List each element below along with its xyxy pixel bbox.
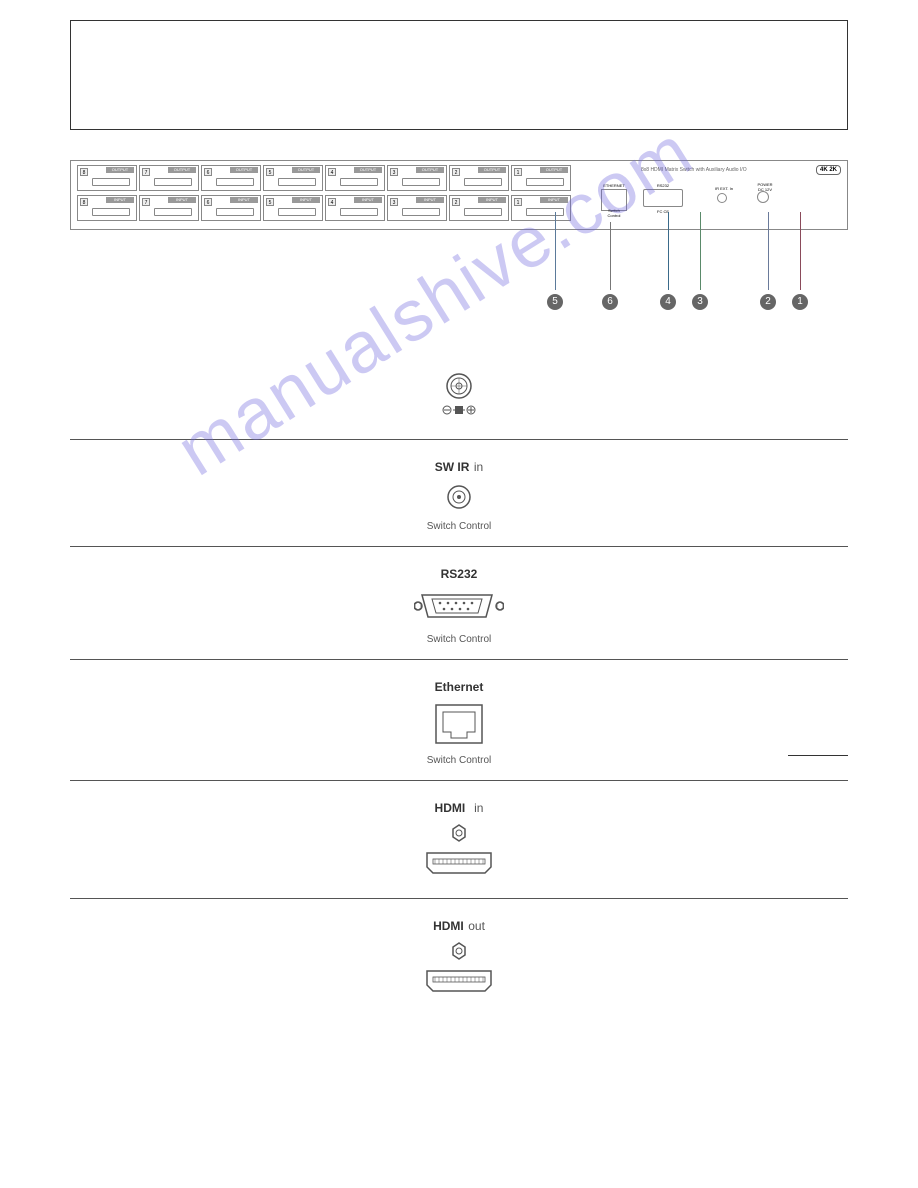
rear-panel-diagram: 8OUTPUT 7OUTPUT 6OUTPUT 5OUTPUT 4OUTPUT … (70, 160, 848, 300)
section-hdmi-in: HDMI in (70, 780, 848, 898)
output-row: 8OUTPUT 7OUTPUT 6OUTPUT 5OUTPUT 4OUTPUT … (77, 165, 571, 191)
hdmi-in-icon (419, 823, 499, 879)
section-swir: SW IR in Switch Control (70, 439, 848, 546)
swir-caption: Switch Control (70, 521, 848, 532)
section-hdmi-out: HDMI out (70, 898, 848, 1016)
rs232-caption: Switch Control (70, 634, 848, 645)
panel-frame: 8OUTPUT 7OUTPUT 6OUTPUT 5OUTPUT 4OUTPUT … (70, 160, 848, 230)
section-rs232: RS232 Switch Control (70, 546, 848, 659)
right-panel-ports: 8x8 HDMI Matrix Switch with Auxiliary Au… (581, 165, 841, 223)
swir-label: SW IR (435, 460, 470, 474)
callout-3: 3 (692, 294, 708, 310)
eth-line (788, 755, 848, 756)
ethernet-caption: Switch Control (70, 755, 848, 766)
hdmi-out-label: HDMI (433, 919, 464, 933)
port-out-8: 8OUTPUT (77, 165, 137, 191)
rs232-label: RS232 (441, 567, 478, 581)
callout-4: 4 (660, 294, 676, 310)
header-box (70, 20, 848, 130)
hdmi-in-label: HDMI (435, 801, 466, 815)
panel-title-text: 8x8 HDMI Matrix Switch with Auxiliary Au… (641, 167, 747, 173)
db9-icon (414, 589, 504, 625)
ethernet-label: Ethernet (435, 680, 484, 694)
power-icon (439, 370, 479, 420)
callout-6: 6 (602, 294, 618, 310)
section-power (70, 330, 848, 439)
badge-4k: 4K 2K (816, 165, 841, 175)
callout-1: 1 (792, 294, 808, 310)
input-row: 8INPUT 7INPUT 6INPUT 5INPUT 4INPUT 3INPU… (77, 195, 571, 221)
rj45-icon (433, 702, 485, 746)
hdmi-out-icon (419, 941, 499, 997)
section-ethernet: Ethernet Switch Control (70, 659, 848, 780)
jack-icon (444, 482, 474, 512)
callout-5: 5 (547, 294, 563, 310)
callout-2: 2 (760, 294, 776, 310)
callout-lines: 5 6 4 3 2 1 (70, 230, 848, 300)
